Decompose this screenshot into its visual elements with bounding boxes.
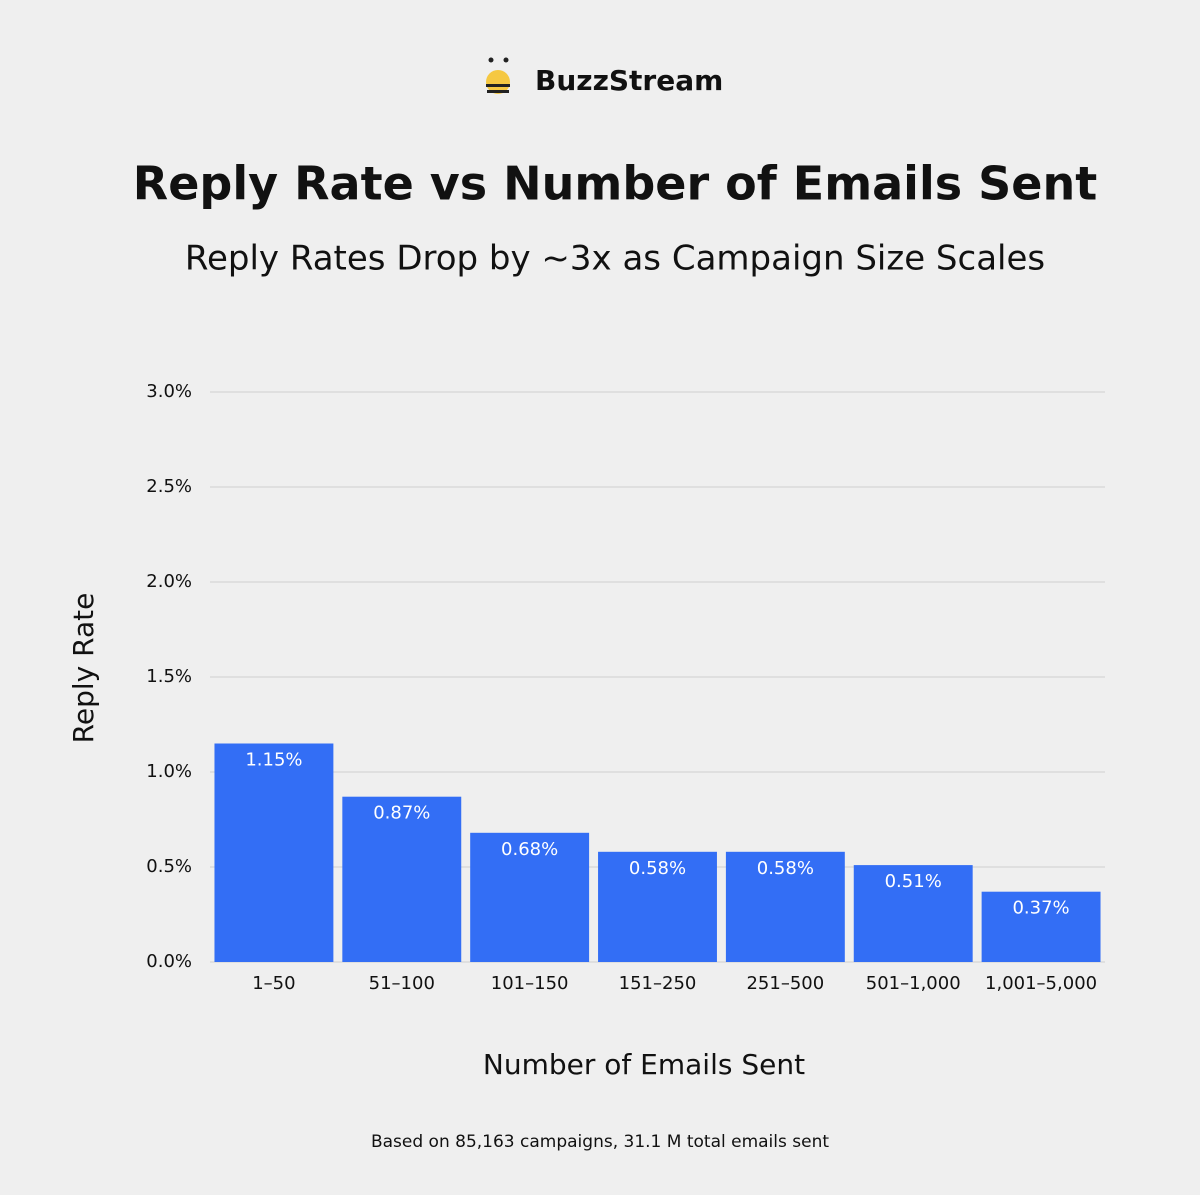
chart-subtitle: Reply Rates Drop by ~3x as Campaign Size… [185,239,1045,279]
y-tick-label: 1.5% [146,666,192,687]
chart-title: Reply Rate vs Number of Emails Sent [133,157,1097,211]
value-label: 0.68% [501,839,558,860]
x-tick-label: 1,001–5,000 [985,973,1097,994]
y-tick-label: 2.0% [146,571,192,592]
x-tick-label: 51–100 [369,973,435,994]
brand: BuzzStream [535,64,723,97]
x-axis-title: Number of Emails Sent [483,1048,805,1081]
logo-icon [486,57,510,94]
bar [214,743,334,962]
value-label: 1.15% [245,750,302,771]
value-label: 0.87% [373,803,430,824]
value-label: 0.37% [1012,898,1069,919]
y-tick-label: 3.0% [146,381,192,402]
y-tick-label: 0.5% [146,856,192,877]
x-tick-label: 101–150 [491,973,569,994]
x-tick-label: 1–50 [252,973,295,994]
x-tick-label: 151–250 [619,973,697,994]
bar [981,891,1101,962]
footnote: Based on 85,163 campaigns, 31.1 M total … [371,1132,829,1152]
value-label: 0.58% [757,858,814,879]
y-tick-label: 0.0% [146,951,192,972]
y-axis-title: Reply Rate [67,593,100,744]
x-tick-label: 251–500 [746,973,824,994]
bar [470,832,590,962]
x-tick-label: 501–1,000 [866,973,961,994]
y-tick-label: 1.0% [146,761,192,782]
value-label: 0.51% [885,871,942,892]
y-tick-label: 2.5% [146,476,192,497]
bar [342,796,462,962]
bar [853,865,973,962]
bar [725,851,845,962]
bar [598,851,717,962]
value-label: 0.58% [629,858,686,879]
